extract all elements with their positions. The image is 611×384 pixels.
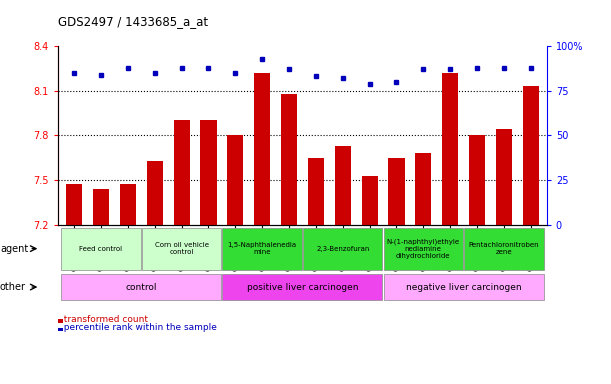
Text: transformed count: transformed count — [58, 315, 148, 324]
Text: other: other — [0, 282, 26, 292]
Text: N-(1-naphthyl)ethyle
nediamine
dihydrochloride: N-(1-naphthyl)ethyle nediamine dihydroch… — [387, 238, 460, 259]
Text: 1,5-Naphthalenedia
mine: 1,5-Naphthalenedia mine — [227, 242, 297, 255]
Bar — [174, 121, 189, 225]
Bar — [227, 136, 243, 225]
Bar — [93, 189, 109, 225]
Text: percentile rank within the sample: percentile rank within the sample — [58, 323, 217, 332]
Bar — [254, 73, 270, 225]
Bar — [308, 158, 324, 225]
Bar — [415, 153, 431, 225]
Text: Feed control: Feed control — [79, 246, 123, 252]
Bar — [335, 146, 351, 225]
Text: 2,3-Benzofuran: 2,3-Benzofuran — [316, 246, 370, 252]
Text: positive liver carcinogen: positive liver carcinogen — [247, 283, 358, 291]
Text: agent: agent — [0, 243, 28, 254]
Bar — [442, 73, 458, 225]
Text: GDS2497 / 1433685_a_at: GDS2497 / 1433685_a_at — [58, 15, 208, 28]
Bar — [120, 184, 136, 225]
Bar — [200, 121, 216, 225]
Bar — [66, 184, 82, 225]
Bar — [281, 94, 297, 225]
Bar — [362, 175, 378, 225]
Text: negative liver carcinogen: negative liver carcinogen — [406, 283, 521, 291]
Text: control: control — [125, 283, 157, 291]
Bar — [147, 161, 163, 225]
Bar — [522, 86, 539, 225]
Bar — [496, 129, 512, 225]
Text: Corn oil vehicle
control: Corn oil vehicle control — [155, 242, 208, 255]
Bar — [469, 136, 485, 225]
Bar — [389, 158, 404, 225]
Text: Pentachloronitroben
zene: Pentachloronitroben zene — [469, 242, 539, 255]
